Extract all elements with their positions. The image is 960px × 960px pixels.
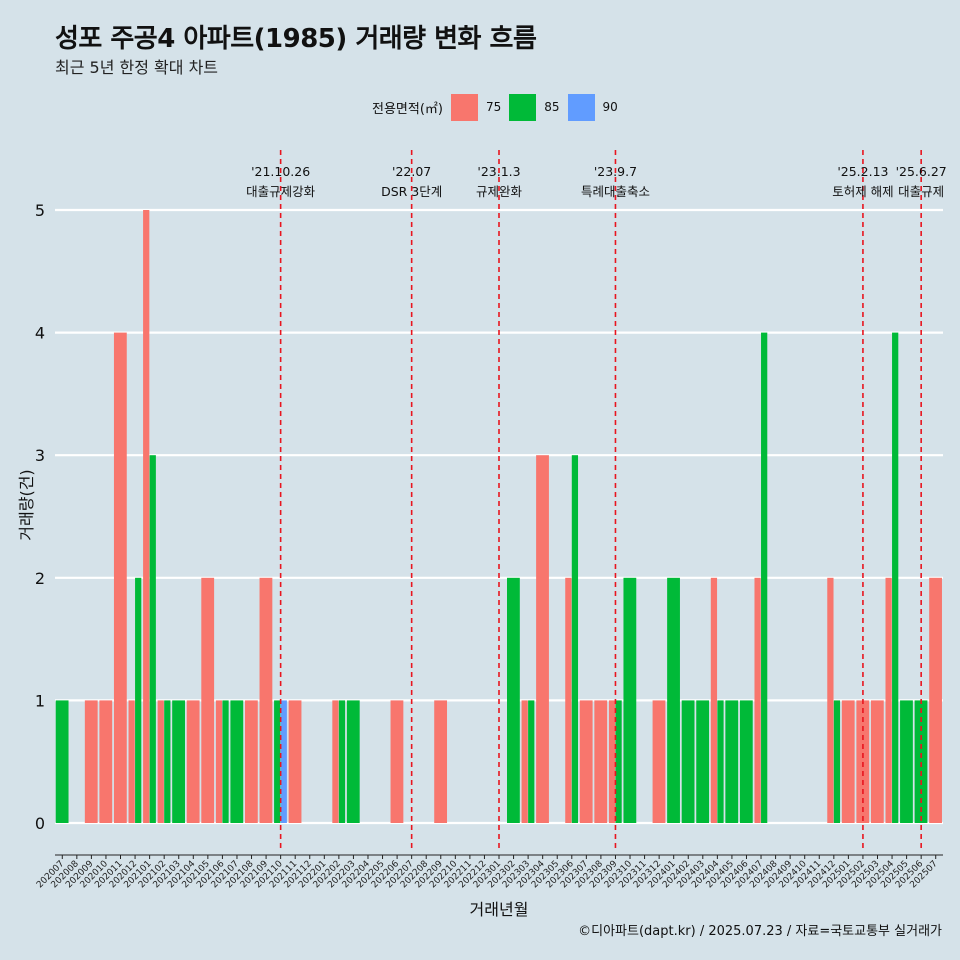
y-tick-label: 0 [35, 814, 45, 833]
bar-202203-85 [346, 700, 360, 823]
legend-title: 전용면적(㎡) [372, 101, 443, 117]
bar-202404-85 [717, 700, 724, 823]
legend-item-85: 85 [509, 93, 560, 121]
chart-subtitle: 최근 5년 한정 확대 차트 [55, 58, 219, 77]
bar-202412-75 [827, 577, 834, 823]
bar-202309-85 [615, 700, 622, 823]
y-axis-title: 거래량(건) [17, 469, 36, 540]
event-date-1: '22.07 [392, 164, 431, 179]
y-tick-label: 5 [35, 201, 45, 220]
bar-202009-75 [84, 700, 98, 823]
bar-202405-85 [725, 700, 739, 823]
bar-202110-90 [280, 700, 287, 823]
bar-202209-75 [434, 700, 448, 823]
bar-202309-75 [608, 700, 616, 823]
bar-202307-75 [579, 700, 593, 823]
event-label-3: 특례대출축소 [581, 184, 650, 199]
bar-202306-85 [571, 455, 579, 823]
bar-202505-85 [900, 700, 913, 823]
bar-202010-75 [99, 700, 113, 823]
bar-202308-75 [594, 700, 608, 823]
bar-202504-75 [885, 577, 892, 823]
y-tick-label: 2 [35, 569, 45, 588]
bar-202007-85 [55, 700, 69, 823]
legend-swatch-75 [450, 93, 478, 121]
event-date-4: '25.2.13 [837, 164, 888, 179]
bar-202107-85 [230, 700, 244, 823]
event-date-2: '23.1.3 [477, 164, 520, 179]
bar-202310-85 [623, 577, 637, 823]
legend-label-85: 85 [544, 100, 560, 114]
bar-202012-85 [135, 577, 142, 823]
bar-202403-85 [696, 700, 710, 823]
bar-202101-75 [143, 210, 150, 823]
bar-202501-75 [841, 700, 855, 823]
bar-202109-75 [259, 577, 273, 823]
bar-202503-75 [870, 700, 884, 823]
bar-202103-85 [172, 700, 185, 823]
bar-202303-85 [528, 700, 535, 823]
event-date-5: '25.6.27 [896, 164, 947, 179]
bar-202502-75 [856, 700, 870, 823]
bar-202304-75 [536, 455, 549, 823]
bar-202401-85 [667, 577, 680, 823]
bar-202206-75 [390, 700, 404, 823]
y-tick-label: 1 [35, 691, 45, 710]
legend-swatch-90 [567, 93, 595, 121]
source-caption: ©디아파트(dapt.kr) / 2025.07.23 / 자료=국토교통부 실… [578, 924, 942, 939]
chart-title: 성포 주공4 아파트(1985) 거래량 변화 흐름 [55, 24, 537, 54]
event-label-5: 대출규제 [898, 184, 944, 199]
bar-202108-75 [244, 700, 258, 823]
legend: 전용면적(㎡) 75 85 90 [372, 93, 626, 121]
bar-202306-75 [565, 577, 572, 823]
bar-202312-75 [652, 700, 666, 823]
bar-202507-75 [929, 577, 942, 823]
bar-202111-75 [288, 700, 302, 823]
bar-202202-75 [332, 700, 339, 823]
bar-202106-75 [215, 700, 223, 823]
bar-202402-85 [681, 700, 695, 823]
legend-item-75: 75 [450, 93, 502, 121]
bar-202101-85 [149, 455, 156, 823]
bar-202407-75 [754, 577, 761, 823]
bar-202105-75 [201, 577, 215, 823]
legend-label-90: 90 [602, 100, 618, 114]
bar-202104-75 [186, 700, 200, 823]
bar-202303-75 [521, 700, 528, 823]
y-tick-label: 4 [35, 324, 45, 343]
x-axis-title: 거래년월 [470, 900, 529, 919]
bar-202504-85 [892, 332, 899, 823]
bar-202012-75 [128, 700, 135, 823]
bar-202106-85 [222, 700, 229, 823]
event-label-2: 규제완화 [476, 184, 523, 199]
bar-202202-85 [338, 700, 346, 823]
bar-202404-75 [710, 577, 718, 823]
event-label-1: DSR 3단계 [381, 184, 442, 199]
bar-202412-85 [833, 700, 841, 823]
legend-swatch-85 [509, 93, 537, 121]
bar-202102-85 [164, 700, 171, 823]
y-tick-label: 3 [35, 446, 45, 465]
bar-202407-85 [761, 332, 768, 823]
event-date-0: '21.10.26 [251, 164, 310, 179]
bar-202302-85 [507, 577, 520, 823]
legend-label-75: 75 [485, 100, 502, 114]
bar-202102-75 [157, 700, 164, 823]
bar-202406-85 [739, 700, 753, 823]
event-date-3: '23.9.7 [594, 164, 637, 179]
legend-item-90: 90 [567, 93, 618, 121]
event-label-0: 대출규제강화 [246, 184, 316, 199]
event-label-4: 토허제 해제 [832, 184, 893, 199]
bar-202506-85 [914, 700, 928, 823]
bar-202011-75 [113, 332, 127, 823]
bar-202110-85 [274, 700, 281, 823]
